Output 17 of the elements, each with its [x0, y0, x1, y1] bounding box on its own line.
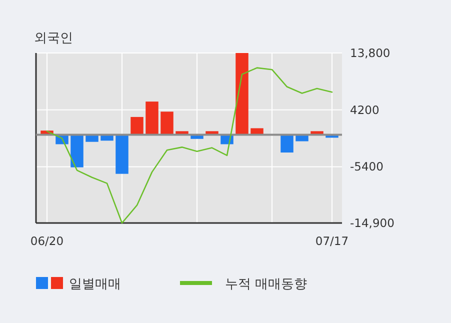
x-tick-label: 07/17 [315, 234, 349, 248]
y-tick-label: -5400 [350, 160, 384, 174]
bar [130, 116, 144, 135]
legend-label: 일별매매 [69, 277, 121, 292]
line-series [46, 67, 333, 224]
x-tick-label: 06/20 [30, 234, 64, 248]
bar [116, 134, 128, 174]
bar [236, 53, 248, 135]
bar [160, 112, 174, 135]
bar [280, 134, 294, 153]
y-tick-label: 13,800 [350, 46, 390, 60]
chart-title: 외국인 [34, 31, 73, 46]
y-tick-label: 4200 [350, 102, 380, 117]
y-tick-label: -14,900 [350, 216, 394, 230]
bar [146, 102, 158, 135]
legend-label: 누적 매매동향 [225, 277, 308, 292]
bar [70, 134, 84, 168]
